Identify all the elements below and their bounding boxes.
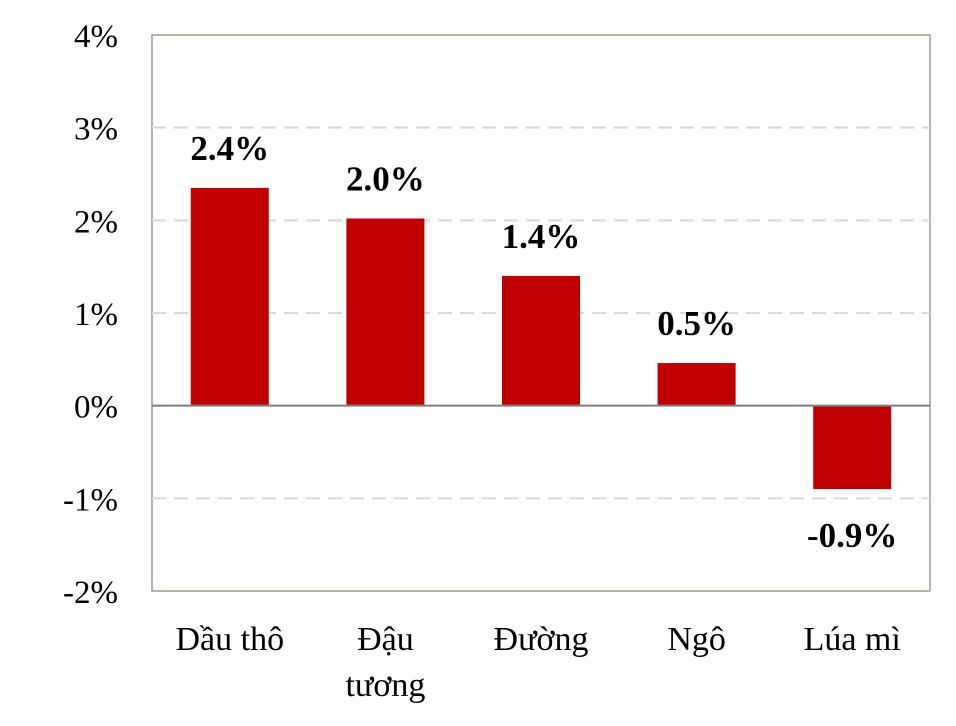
bar (813, 405, 892, 490)
category-label: Dầu thô (176, 621, 285, 658)
category-label: Lúa mì (804, 621, 901, 658)
y-tick-label: 4% (74, 19, 118, 55)
bars (190, 187, 892, 490)
category-label: Đậu tương (345, 621, 425, 704)
data-label: 2.0% (346, 159, 425, 198)
bar (190, 187, 269, 406)
y-tick-label: 1% (74, 297, 118, 333)
x-axis-categories: Dầu thô Đậu tương Đường Ngô Lúa mì (176, 621, 901, 704)
bar (346, 218, 425, 406)
data-label: 2.4% (190, 129, 269, 168)
data-labels: 2.4% 2.0% 1.4% 0.5% -0.9% (190, 129, 897, 555)
y-tick-label: -1% (63, 482, 118, 518)
y-tick-label: 2% (74, 204, 118, 240)
bar (657, 363, 736, 406)
y-tick-label: 0% (74, 390, 118, 426)
data-label: -0.9% (807, 516, 897, 555)
bar (502, 275, 580, 406)
category-label: Ngô (667, 621, 726, 658)
y-axis-ticks: 4% 3% 2% 1% 0% -1% -2% (63, 19, 118, 611)
data-label: 0.5% (657, 304, 736, 343)
y-tick-label: 3% (74, 112, 118, 148)
y-tick-label: -2% (63, 575, 118, 611)
gridlines (152, 126, 930, 500)
data-label: 1.4% (502, 217, 581, 256)
category-label: Đường (494, 621, 589, 658)
